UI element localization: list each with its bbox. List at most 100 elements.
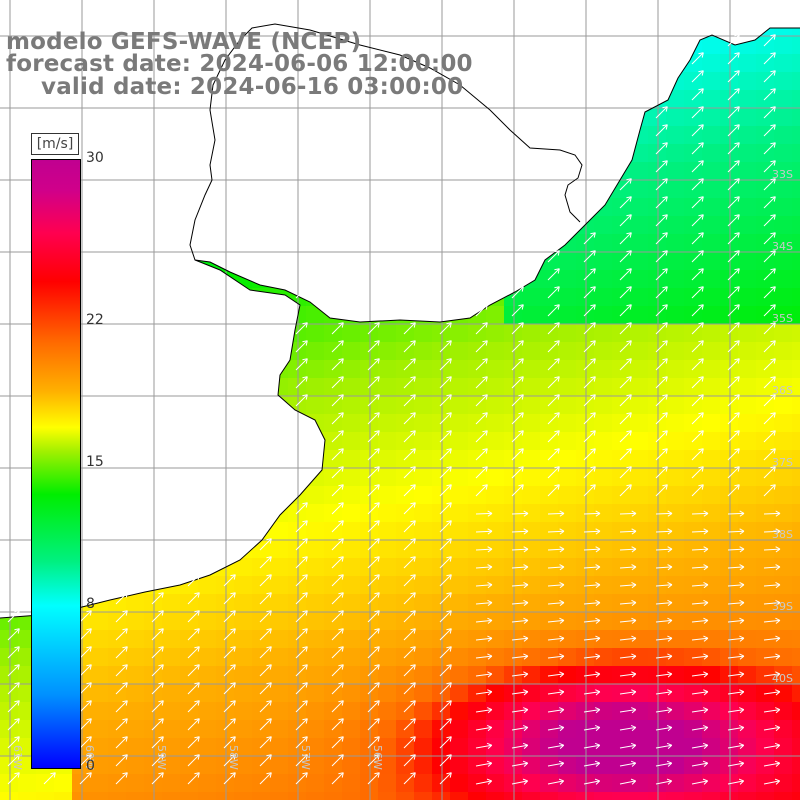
field-cell bbox=[630, 738, 648, 756]
field-cell bbox=[468, 756, 486, 774]
field-cell bbox=[594, 558, 612, 576]
direction-arrow bbox=[79, 718, 92, 731]
field-cell bbox=[666, 486, 684, 504]
field-cell bbox=[684, 666, 702, 684]
field-cell bbox=[450, 630, 468, 648]
field-cell bbox=[774, 756, 792, 774]
direction-arrow bbox=[331, 664, 344, 677]
lon-label: 61W bbox=[11, 745, 24, 770]
field-cell bbox=[774, 324, 792, 342]
direction-arrow bbox=[7, 772, 20, 785]
field-cell bbox=[630, 612, 648, 630]
direction-arrow bbox=[655, 250, 668, 263]
field-cell bbox=[450, 540, 468, 558]
field-cell bbox=[720, 720, 738, 738]
field-cell bbox=[738, 738, 756, 756]
field-cell bbox=[684, 774, 702, 792]
direction-arrow bbox=[79, 664, 92, 677]
direction-arrow bbox=[763, 528, 781, 535]
field-cell bbox=[630, 396, 648, 414]
direction-arrow bbox=[763, 196, 776, 209]
field-cell bbox=[702, 234, 720, 252]
field-cell bbox=[468, 576, 486, 594]
field-cell bbox=[756, 522, 774, 540]
field-cell bbox=[558, 792, 576, 800]
direction-arrow bbox=[151, 772, 164, 785]
field-cell bbox=[522, 738, 540, 756]
direction-arrow bbox=[151, 682, 164, 695]
field-cell bbox=[738, 576, 756, 594]
direction-arrow bbox=[331, 628, 344, 641]
field-cell bbox=[630, 630, 648, 648]
direction-arrow bbox=[7, 754, 20, 767]
direction-arrow bbox=[295, 754, 308, 767]
field-cell bbox=[702, 378, 720, 396]
direction-arrow bbox=[403, 502, 416, 515]
field-cell bbox=[522, 396, 540, 414]
direction-arrow bbox=[367, 718, 380, 731]
field-cell bbox=[486, 324, 504, 342]
direction-arrow bbox=[403, 628, 416, 641]
direction-arrow bbox=[511, 724, 529, 732]
field-cell bbox=[450, 684, 468, 702]
direction-arrow bbox=[691, 448, 704, 461]
direction-arrow bbox=[691, 778, 709, 785]
direction-arrow bbox=[691, 106, 704, 119]
forecast-date: forecast date: 2024-06-06 12:00:00 bbox=[6, 51, 473, 77]
field-cell bbox=[792, 432, 800, 450]
field-cell bbox=[486, 756, 504, 774]
direction-arrow bbox=[223, 628, 236, 641]
field-cell bbox=[594, 774, 612, 792]
direction-arrow bbox=[547, 528, 565, 535]
field-cell bbox=[720, 756, 738, 774]
field-cell bbox=[306, 666, 324, 684]
field-cell bbox=[522, 756, 540, 774]
direction-arrow bbox=[151, 610, 164, 623]
direction-arrow bbox=[115, 736, 128, 749]
field-cell bbox=[540, 720, 558, 738]
field-cell bbox=[630, 342, 648, 360]
field-cell bbox=[342, 630, 360, 648]
field-cell bbox=[702, 432, 720, 450]
direction-arrow bbox=[763, 160, 776, 173]
field-cell bbox=[558, 540, 576, 558]
field-cell bbox=[738, 630, 756, 648]
direction-arrow bbox=[583, 599, 601, 607]
field-cell bbox=[666, 504, 684, 522]
direction-arrow bbox=[763, 322, 776, 335]
field-cell bbox=[666, 324, 684, 342]
direction-arrow bbox=[187, 628, 200, 641]
field-cell bbox=[702, 558, 720, 576]
field-cell bbox=[720, 630, 738, 648]
field-cell bbox=[702, 288, 720, 306]
field-cell bbox=[666, 594, 684, 612]
direction-arrow bbox=[151, 700, 164, 713]
field-cell bbox=[792, 738, 800, 756]
direction-arrow bbox=[367, 664, 380, 677]
field-cell bbox=[414, 594, 432, 612]
field-cell bbox=[702, 72, 720, 90]
field-cell bbox=[522, 504, 540, 522]
field-cell bbox=[522, 594, 540, 612]
field-cell bbox=[378, 612, 396, 630]
field-cell bbox=[486, 630, 504, 648]
direction-arrow bbox=[7, 610, 20, 623]
field-cell bbox=[504, 612, 522, 630]
direction-arrow bbox=[547, 304, 560, 317]
direction-arrow bbox=[691, 466, 704, 479]
direction-arrow bbox=[259, 592, 272, 605]
field-cell bbox=[612, 720, 630, 738]
field-cell bbox=[90, 702, 108, 720]
direction-arrow bbox=[403, 610, 416, 623]
direction-arrow bbox=[7, 664, 20, 677]
field-cell bbox=[774, 666, 792, 684]
direction-arrow bbox=[403, 556, 416, 569]
direction-arrow bbox=[583, 707, 601, 714]
field-cell bbox=[702, 180, 720, 198]
direction-arrow bbox=[331, 718, 344, 731]
direction-arrow bbox=[439, 682, 452, 695]
field-cell bbox=[126, 720, 144, 738]
field-cell bbox=[54, 774, 72, 792]
field-cell bbox=[774, 378, 792, 396]
direction-arrow bbox=[655, 581, 673, 589]
